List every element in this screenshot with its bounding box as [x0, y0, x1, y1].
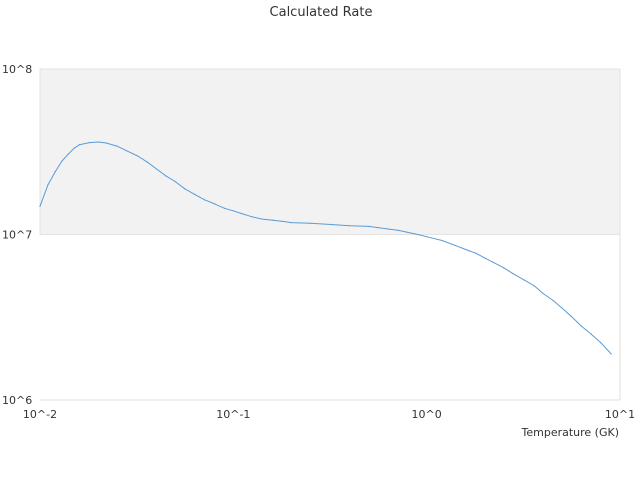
- x-axis-ticks: 10^-2 10^-1 10^0 10^1: [23, 408, 635, 421]
- data-point: [146, 161, 149, 163]
- x-tick-label: 10^0: [412, 408, 442, 421]
- data-point: [426, 236, 428, 238]
- data-point: [580, 325, 582, 327]
- data-point: [349, 225, 351, 227]
- data-point: [193, 193, 196, 195]
- data-point: [441, 239, 443, 242]
- data-point: [97, 141, 99, 143]
- data-point: [330, 223, 332, 226]
- data-point: [78, 144, 81, 146]
- data-point: [213, 203, 216, 205]
- data-point: [174, 180, 176, 183]
- data-point: [610, 353, 612, 355]
- x-tick-label: 10^-2: [23, 408, 57, 421]
- data-point: [397, 229, 399, 231]
- data-point: [116, 145, 118, 147]
- x-axis-label: Temperature (GK): [521, 426, 620, 439]
- data-point: [125, 150, 128, 152]
- data-point: [533, 285, 535, 287]
- data-point: [251, 216, 253, 218]
- data-point: [88, 142, 90, 144]
- data-point: [39, 205, 41, 207]
- data-point: [61, 160, 63, 162]
- y-tick-label: 10^8: [2, 63, 32, 76]
- x-tick-label: 10^1: [605, 408, 635, 421]
- data-point: [105, 142, 107, 144]
- x-tick-label: 10^-1: [216, 408, 250, 421]
- data-point: [570, 315, 572, 317]
- data-point: [240, 212, 242, 215]
- data-point: [223, 207, 226, 209]
- data-point: [561, 307, 563, 309]
- shaded-band: [39, 68, 621, 235]
- data-point: [523, 279, 525, 281]
- data-point: [465, 249, 467, 251]
- data-point: [67, 153, 69, 155]
- data-point: [165, 175, 167, 177]
- data-point: [309, 222, 311, 224]
- y-axis-ticks: 10^6 10^7 10^8: [2, 63, 32, 407]
- data-point: [600, 342, 602, 344]
- data-point: [260, 218, 263, 220]
- data-point: [290, 222, 293, 224]
- data-point: [232, 210, 234, 212]
- data-point: [272, 219, 274, 221]
- data-point: [417, 233, 419, 236]
- data-point: [367, 225, 370, 227]
- y-tick-label: 10^6: [2, 394, 32, 407]
- data-point: [552, 299, 554, 301]
- data-point: [73, 147, 75, 149]
- y-tick-label: 10^7: [2, 229, 32, 242]
- data-point: [387, 228, 389, 230]
- data-point: [407, 231, 409, 233]
- data-point: [590, 333, 592, 335]
- data-point: [155, 168, 157, 170]
- chart-title: Calculated Rate: [270, 5, 373, 20]
- data-points: [39, 141, 612, 355]
- data-point: [484, 257, 486, 259]
- data-point: [454, 244, 456, 246]
- data-point: [137, 155, 139, 157]
- data-point: [184, 188, 186, 190]
- data-point: [282, 220, 284, 222]
- data-point: [54, 170, 56, 173]
- data-point: [503, 267, 505, 269]
- data-point: [47, 184, 49, 186]
- data-point: [475, 252, 477, 254]
- data-point: [377, 227, 379, 229]
- data-point: [492, 261, 494, 263]
- data-point: [203, 199, 206, 201]
- data-point: [512, 273, 514, 275]
- data-point: [542, 292, 544, 295]
